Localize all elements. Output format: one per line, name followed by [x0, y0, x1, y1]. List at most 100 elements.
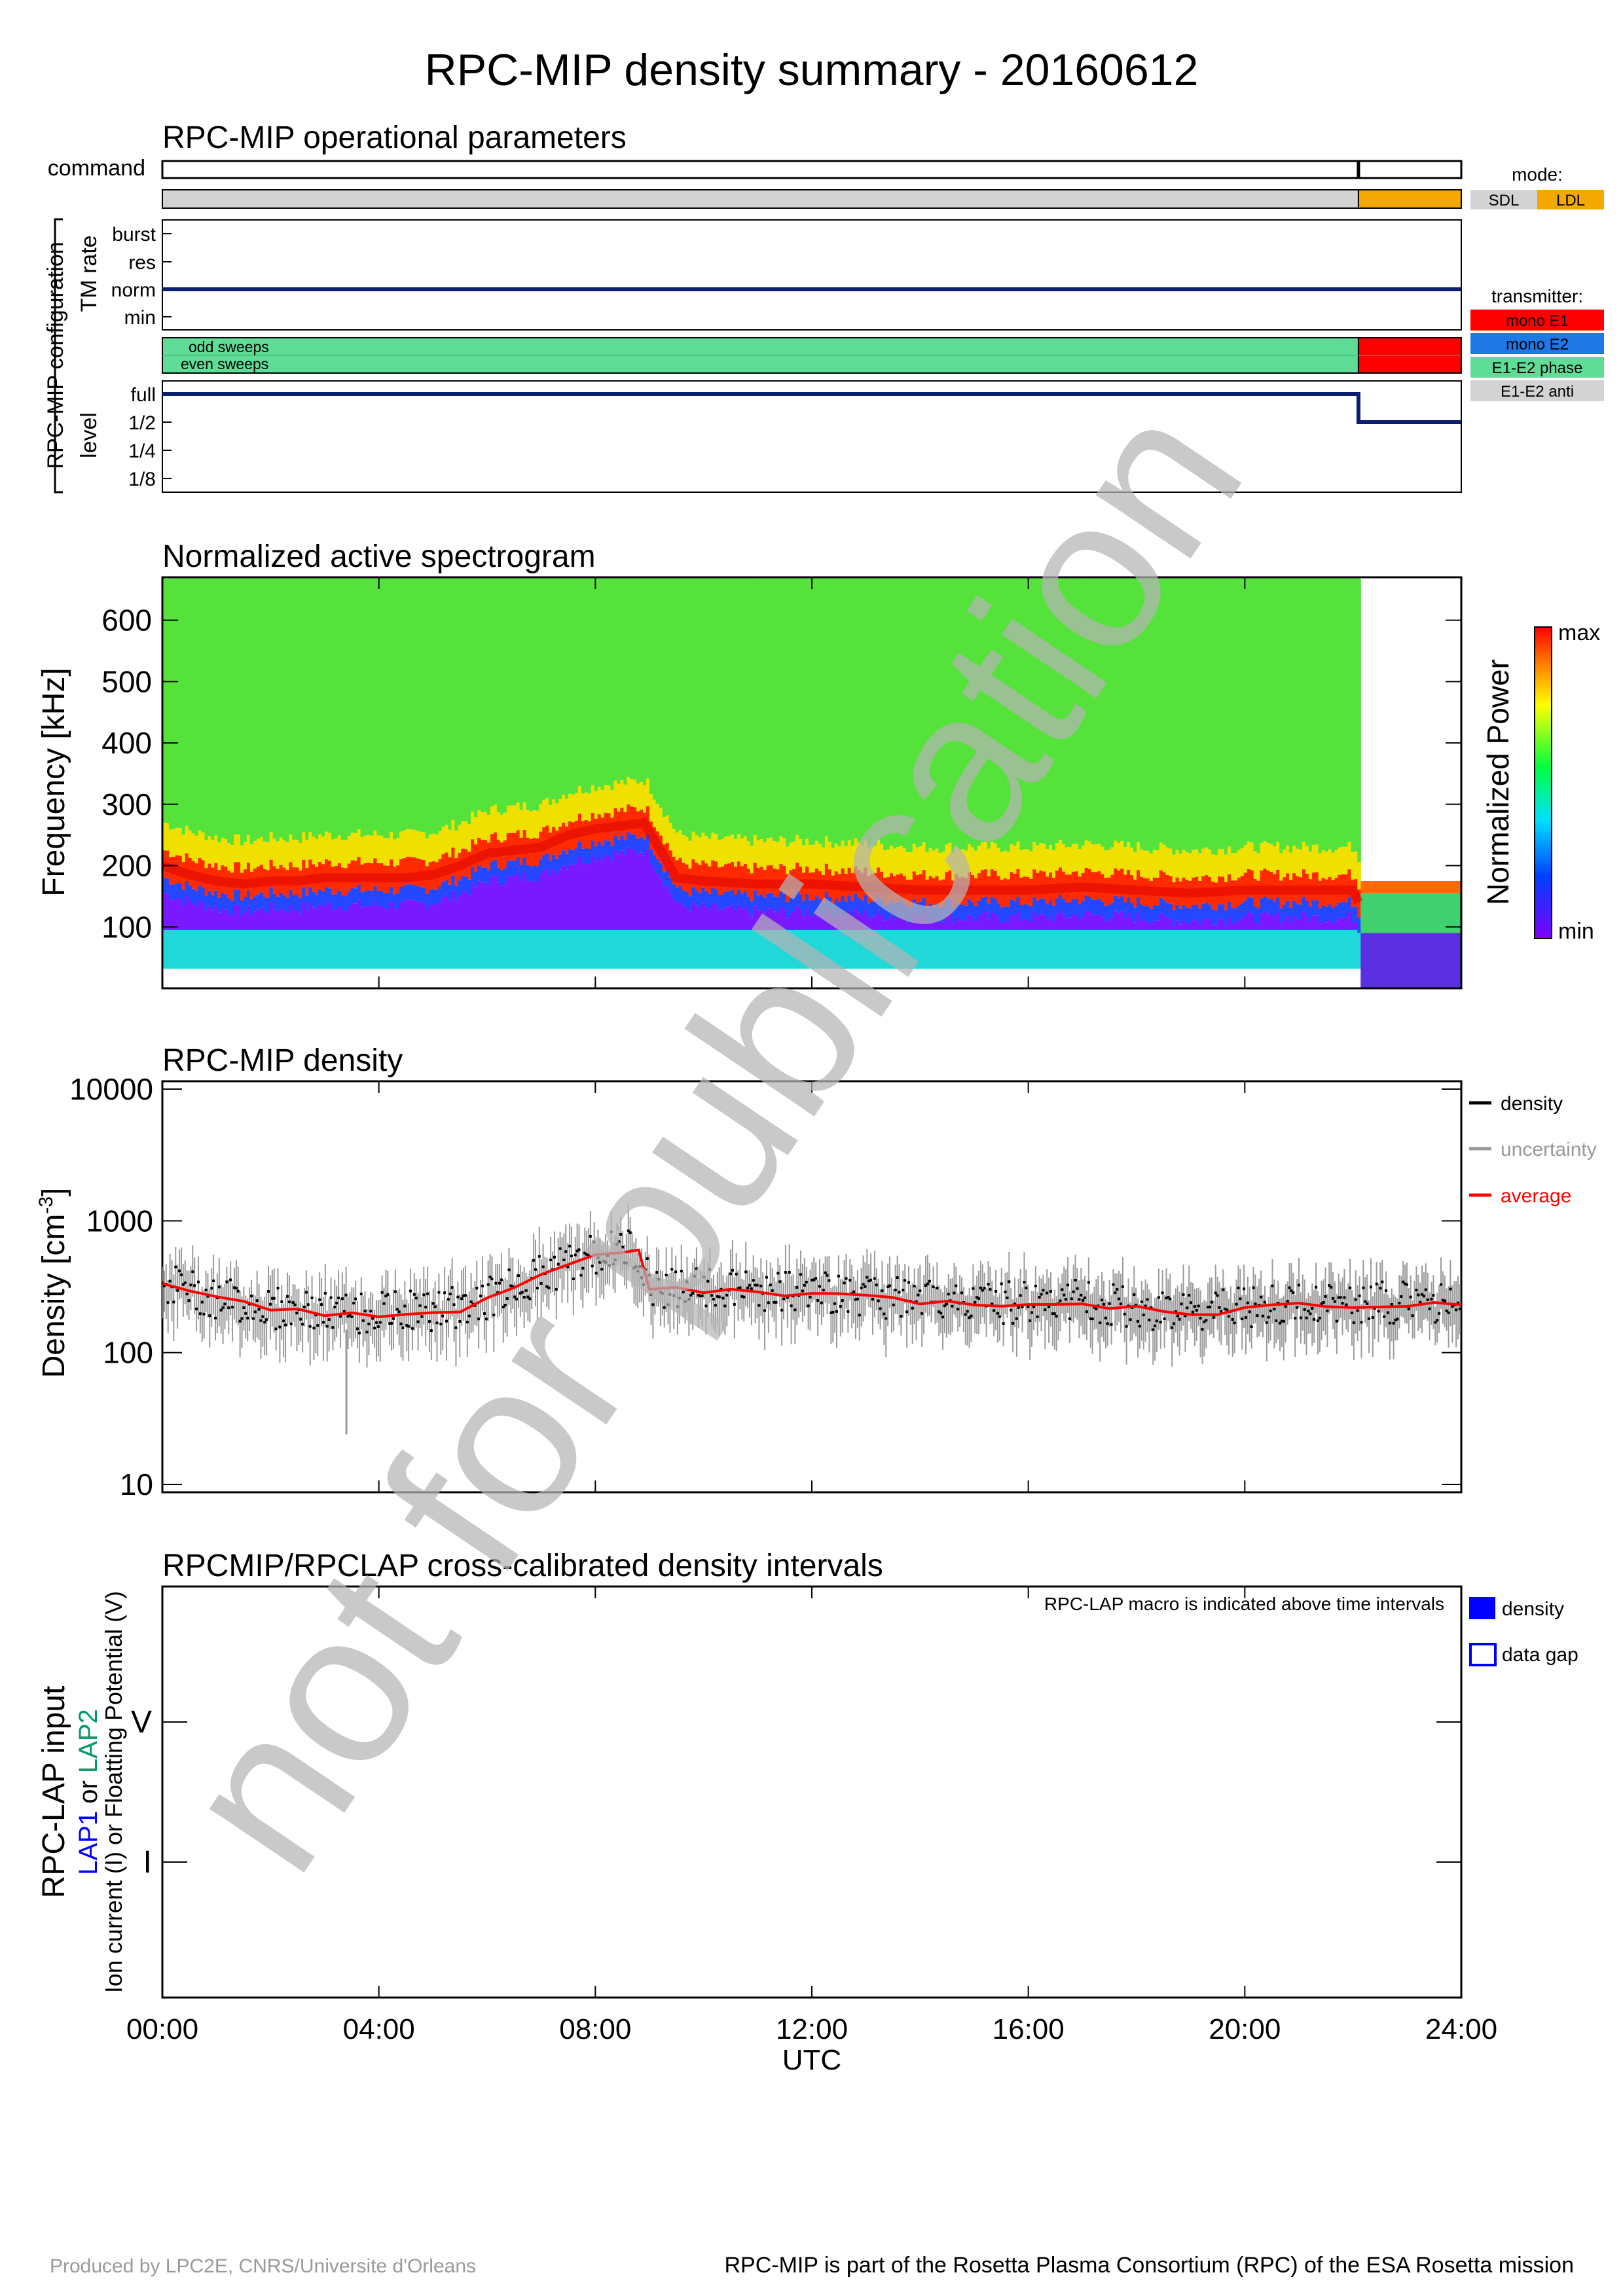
spectrogram-cell-low [938, 908, 942, 924]
spectrogram-cell-peak [1386, 880, 1391, 893]
density-point [905, 1310, 909, 1314]
density-point [1161, 1291, 1164, 1295]
spectrogram-cell-upper [1296, 577, 1300, 849]
spectrogram-cell-low [1026, 905, 1030, 920]
spectrogram-cell-low [1023, 904, 1027, 920]
spectrogram-cell-upper [354, 577, 358, 833]
density-point [1440, 1283, 1442, 1286]
spectrogram-cell-low [1010, 899, 1014, 916]
spectrogram-cell-floor [1357, 933, 1361, 969]
spectrogram-cell-upper [1415, 893, 1420, 933]
spectrogram-cell-transition [363, 835, 368, 864]
spectrogram-cell-min [269, 903, 274, 930]
spectrogram-cell-upper [347, 577, 352, 836]
spectrogram-cell-transition [1240, 848, 1245, 876]
density-point [1328, 1284, 1331, 1287]
spectrogram-cell-floor [1338, 929, 1342, 969]
spectrogram-cell-min [821, 918, 826, 930]
spectrogram-cell-upper [971, 577, 975, 848]
density-point [1298, 1283, 1300, 1287]
spectrogram-cell-low [422, 888, 426, 903]
spectrogram-cell-upper [325, 577, 329, 832]
spectrogram-cell-floor [886, 929, 890, 969]
spectrogram-cell-peak [1406, 880, 1410, 893]
density-point [212, 1279, 215, 1282]
spectrogram-cell-upper [977, 577, 981, 846]
density-point [359, 1293, 363, 1296]
spectrogram-cell-floor [272, 929, 277, 969]
spectrogram-cell-min [649, 864, 653, 930]
density-point [263, 1321, 266, 1324]
density-point [1023, 1280, 1026, 1283]
spectrogram-cell-floor [1334, 929, 1339, 969]
spectrogram-cell-low [1279, 908, 1283, 924]
density-point [1174, 1310, 1177, 1313]
spectrogram-cell-transition [1328, 849, 1332, 877]
spectrogram-cell-min [685, 907, 689, 930]
density-point [917, 1293, 920, 1297]
density-point [323, 1291, 327, 1295]
spectrogram-cell-floor [302, 929, 306, 969]
spectrogram-cell-floor [1104, 929, 1108, 969]
density-point [666, 1303, 670, 1306]
spectrogram-cell-low [828, 897, 832, 912]
spectrogram-cell-floor [773, 929, 777, 969]
density-point [699, 1295, 702, 1298]
spectrogram-cell-transition [640, 781, 644, 810]
spectrogram-cell-low [834, 899, 839, 914]
spectrogram-cell-upper [441, 577, 446, 827]
density-point [492, 1314, 496, 1317]
spectrogram-cell-floor [1042, 929, 1046, 969]
density-point [1335, 1319, 1338, 1323]
spectrogram-cell-min [1137, 912, 1140, 930]
spectrogram-cell-upper [607, 577, 611, 786]
spectrogram-cell-floor [902, 929, 907, 969]
spectrogram-cell-peak [1084, 867, 1089, 896]
spectrogram-cell-peak [980, 870, 985, 898]
density-point [553, 1255, 556, 1259]
density-point [693, 1274, 697, 1278]
spectrogram-cell-floor [659, 929, 663, 969]
density-point [439, 1322, 443, 1325]
spectrogram-cell-transition [509, 805, 514, 833]
density-point [1428, 1307, 1431, 1310]
density-point [249, 1295, 253, 1298]
spectrogram-cell-low [1299, 905, 1303, 920]
spectrogram-cell-low [847, 895, 852, 911]
density-point [1443, 1299, 1446, 1302]
spectrogram-cell-upper [691, 577, 696, 832]
spectrogram-cell-floor [1351, 929, 1355, 969]
spectrogram-cell-low [350, 888, 355, 904]
spectrogram-cell-min [474, 887, 478, 930]
spectrogram-cell-upper [698, 577, 702, 838]
spectrogram-cell-floor [1107, 929, 1111, 969]
spectrogram-cell-min [1110, 918, 1114, 930]
spectrogram-cell-min [1172, 925, 1176, 930]
spectrogram-cell-floor [331, 929, 335, 969]
spectrogram-cell-min [915, 918, 920, 930]
spectrogram-cell-transition [880, 844, 884, 872]
density-point [661, 1292, 664, 1295]
spectrogram-cell-min [354, 903, 358, 930]
colorbar-max: max [1558, 620, 1600, 645]
spectrogram-cell-min [165, 893, 170, 930]
spectrogram-cell-min [655, 874, 660, 930]
density-point [460, 1297, 464, 1300]
spectrogram-cell-floor [415, 929, 420, 969]
density-point [189, 1283, 192, 1287]
spectrogram-cell-upper [905, 577, 910, 853]
spectrogram-cell-upper [1344, 577, 1348, 847]
density-point [989, 1287, 992, 1291]
density-point [333, 1305, 337, 1308]
spectrogram-cell-upper [1013, 577, 1017, 846]
spectrogram-cell-min [938, 923, 942, 930]
spectrogram-cell-peak [701, 860, 705, 888]
density-point [265, 1318, 268, 1321]
spectrogram-cell-transition [792, 841, 796, 869]
spectrogram-cell-transition [367, 834, 371, 863]
spectrogram-cell-min [360, 907, 365, 930]
density-point [374, 1321, 378, 1324]
spectrogram-cell-transition [1036, 845, 1040, 873]
spectrogram-cell-min [1032, 912, 1036, 930]
spectrogram-cell-floor [701, 929, 705, 969]
